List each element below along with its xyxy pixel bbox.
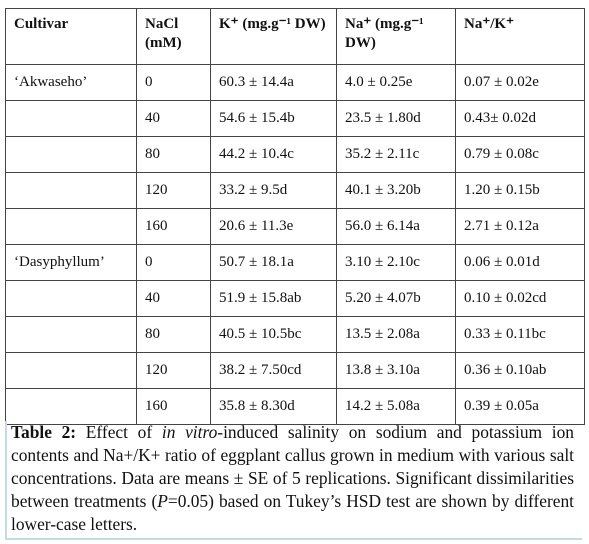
data-cell: 0.06 ± 0.01d xyxy=(455,244,585,281)
cultivar-cell xyxy=(5,280,137,317)
cultivar-cell xyxy=(5,352,137,389)
header-row: Cultivar NaCl (mM) K⁺ (mg.g⁻¹ DW) Na⁺ (mg.g… xyxy=(5,8,585,65)
data-cell: 35.8 ± 8.30d xyxy=(210,388,337,425)
header-cell: Na⁺/K⁺ xyxy=(455,8,585,65)
data-cell: 0.79 ± 0.08c xyxy=(455,136,585,173)
data-cell: 1.20 ± 0.15b xyxy=(455,172,585,209)
table-row: 160 20.6 ± 11.3e 56.0 ± 6.14a 2.71 ± 0.12a xyxy=(5,208,585,245)
header-cell: Na⁺ (mg.g⁻¹ DW) xyxy=(336,8,456,65)
table-row: 40 51.9 ± 15.8ab 5.20 ± 4.07b 0.10 ± 0.02cd xyxy=(5,280,585,317)
data-cell: 50.7 ± 18.1a xyxy=(210,244,337,281)
caption-text: Effect of xyxy=(76,422,162,442)
table-body: ‘Akwaseho’ 0 60.3 ± 14.4a 4.0 ± 0.25e 0.07 ±… xyxy=(5,64,585,425)
data-cell: 0.33 ± 0.11bc xyxy=(455,316,585,353)
data-cell: 0 xyxy=(136,244,211,281)
data-cell: 80 xyxy=(136,136,211,173)
data-cell: 40 xyxy=(136,100,211,137)
data-cell: 2.71 ± 0.12a xyxy=(455,208,585,245)
data-cell: 51.9 ± 15.8ab xyxy=(210,280,337,317)
data-cell: 20.6 ± 11.3e xyxy=(210,208,337,245)
caption-text: P xyxy=(157,491,168,511)
table-row: 120 38.2 ± 7.50cd 13.8 ± 3.10a 0.36 ± 0.10a… xyxy=(5,352,585,389)
cultivar-cell xyxy=(5,100,137,137)
table-container: Cultivar NaCl (mM) K⁺ (mg.g⁻¹ DW) Na⁺ (mg.g… xyxy=(5,8,585,425)
data-cell: 40 xyxy=(136,280,211,317)
header-cell: Cultivar xyxy=(5,8,137,65)
cultivar-cell: ‘Akwaseho’ xyxy=(5,64,137,101)
data-cell: 0.43± 0.02d xyxy=(455,100,585,137)
table-row: 80 44.2 ± 10.4c 35.2 ± 2.11c 0.79 ± 0.08c xyxy=(5,136,585,173)
data-cell: 80 xyxy=(136,316,211,353)
data-table: Cultivar NaCl (mM) K⁺ (mg.g⁻¹ DW) Na⁺ (mg.g… xyxy=(5,8,585,425)
data-cell: 40.1 ± 3.20b xyxy=(336,172,456,209)
cultivar-cell xyxy=(5,208,137,245)
data-cell: 0 xyxy=(136,64,211,101)
caption-text: =0.05) based on Tukey’s HSD test are sho… xyxy=(11,491,574,534)
data-cell: 160 xyxy=(136,208,211,245)
header-cell: K⁺ (mg.g⁻¹ DW) xyxy=(210,8,337,65)
caption-text: in vitro xyxy=(161,422,218,442)
table-row: ‘Dasyphyllum’ 0 50.7 ± 18.1a 3.10 ± 2.10c 0.… xyxy=(5,244,585,281)
caption: Table 2: Effect of in vitro-induced sali… xyxy=(5,421,582,540)
caption-label: Table 2: xyxy=(11,422,77,442)
data-cell: 14.2 ± 5.08a xyxy=(336,388,456,425)
data-cell: 0.07 ± 0.02e xyxy=(455,64,585,101)
cultivar-cell xyxy=(5,136,137,173)
data-cell: 40.5 ± 10.5bc xyxy=(210,316,337,353)
cultivar-cell xyxy=(5,316,137,353)
table-row: 160 35.8 ± 8.30d 14.2 ± 5.08a 0.39 ± 0.05a xyxy=(5,388,585,425)
data-cell: 0.39 ± 0.05a xyxy=(455,388,585,425)
data-cell: 4.0 ± 0.25e xyxy=(336,64,456,101)
cultivar-cell: ‘Dasyphyllum’ xyxy=(5,244,137,281)
cultivar-cell xyxy=(5,388,137,425)
table-row: 120 33.2 ± 9.5d 40.1 ± 3.20b 1.20 ± 0.15b xyxy=(5,172,585,209)
table-row: 40 54.6 ± 15.4b 23.5 ± 1.80d 0.43± 0.02d xyxy=(5,100,585,137)
data-cell: 33.2 ± 9.5d xyxy=(210,172,337,209)
data-cell: 54.6 ± 15.4b xyxy=(210,100,337,137)
data-cell: 35.2 ± 2.11c xyxy=(336,136,456,173)
cultivar-cell xyxy=(5,172,137,209)
data-cell: 120 xyxy=(136,352,211,389)
data-cell: 13.5 ± 2.08a xyxy=(336,316,456,353)
data-cell: 13.8 ± 3.10a xyxy=(336,352,456,389)
header-cell: NaCl (mM) xyxy=(136,8,211,65)
data-cell: 23.5 ± 1.80d xyxy=(336,100,456,137)
data-cell: 44.2 ± 10.4c xyxy=(210,136,337,173)
data-cell: 120 xyxy=(136,172,211,209)
data-cell: 160 xyxy=(136,388,211,425)
table-row: ‘Akwaseho’ 0 60.3 ± 14.4a 4.0 ± 0.25e 0.07 ±… xyxy=(5,64,585,101)
data-cell: 56.0 ± 6.14a xyxy=(336,208,456,245)
data-cell: 0.10 ± 0.02cd xyxy=(455,280,585,317)
table-row: 80 40.5 ± 10.5bc 13.5 ± 2.08a 0.33 ± 0.11bc xyxy=(5,316,585,353)
data-cell: 38.2 ± 7.50cd xyxy=(210,352,337,389)
caption-text: -induced salinity on sodium and potassiu… xyxy=(11,422,574,511)
data-cell: 0.36 ± 0.10ab xyxy=(455,352,585,389)
data-cell: 3.10 ± 2.10c xyxy=(336,244,456,281)
data-cell: 60.3 ± 14.4a xyxy=(210,64,337,101)
data-cell: 5.20 ± 4.07b xyxy=(336,280,456,317)
